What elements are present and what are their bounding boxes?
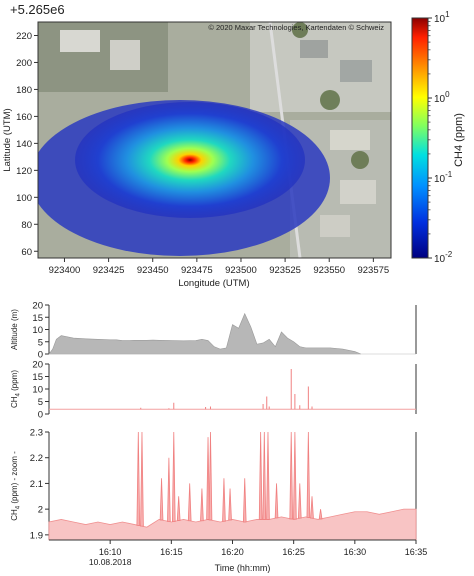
ch4-ylabel: CH4 (ppm) [10,370,22,408]
time-x-tick-label: 16:25 [282,547,305,557]
map-y-tick-label: 220 [16,31,32,42]
ch4-zoom-spike [306,431,311,518]
map-xlabel: Longitude (UTM) [178,278,249,289]
altitude-ylabel: Altitude (m) [10,309,19,350]
ch4-y-tick-label: 10 [32,385,43,396]
ch4-zoom-spike [310,496,314,519]
ch4-zoom-spike [266,431,270,520]
ch4-zoom-ylabel: CH4 (ppm) - zoom - [10,451,22,521]
ch4-zoom-panel: 1.9 2 2.1 2.2 2.3 CH4 (ppm) - zoom - 16:10 16:1… [10,428,427,574]
ch4-zoom-spike [297,483,302,519]
map-y-tick-label: 200 [16,58,32,69]
map-y-tick-label: 180 [16,85,32,96]
map-copyright: © 2020 Maxar Technologies, Kartendaten ©… [208,23,384,32]
colorbar-ticks: 101 100 10-1 10-2 [428,10,453,265]
time-x-tick-label: 16:20 [221,547,244,557]
map-x-tick-label: 923400 [49,265,81,276]
map-y-tick-label: 60 [21,247,32,258]
map-x-tick-label: 923425 [93,265,125,276]
ch4-zoom-y-tick-label: 2.1 [30,479,43,490]
ch4-zoom-spike [228,488,232,521]
colorbar-tick-label: 101 [434,10,450,25]
colorbar-tick-label: 10-1 [434,170,453,185]
colorbar-tick-label: 100 [434,90,450,105]
altitude-y-tick-label: 5 [38,337,43,348]
ch4-y-tick-label: 0 [38,410,43,421]
map-x-tick-label: 923500 [225,265,257,276]
time-x-tick-label: 16:30 [344,547,367,557]
ch4-zoom-spike [222,478,226,522]
altitude-y-tick-label: 20 [32,301,43,312]
map-x-tick-label: 923525 [269,265,301,276]
ch4-y-tick-label: 5 [38,397,43,408]
time-date-label: 10.08.2018 [89,557,132,567]
time-xlabel: Time (hh:mm) [215,563,271,573]
ch4-zoom-spike [262,431,267,520]
map-ylabel: Latitude (UTM) [2,108,13,171]
ch4-zoom-spike [293,431,297,520]
ch4-y-tick-label: 15 [32,372,43,383]
ch4-zoom-spike [200,488,204,522]
ch4-zoom-y-tick-label: 2.2 [30,453,43,464]
colorbar-label: CH4 (ppm) [453,113,465,167]
ch4-zoom-y-tick-label: 1.9 [30,530,43,541]
altitude-area [48,312,362,355]
time-x-tick-label: 16:35 [405,547,428,557]
satellite-background [38,22,391,258]
colorbar-tick-label: 10-2 [434,250,453,265]
colorbar [411,17,429,259]
ch4-zoom-spike [206,437,210,520]
ch4-zoom-spike [187,483,192,522]
ch4-zoom-spike [171,431,176,522]
ch4-zoom-spike [242,478,247,523]
map-y-tick-label: 80 [21,220,32,231]
ch4-zoom-y-tick-label: 2.3 [30,428,43,439]
time-x-tick-label: 16:10 [99,547,122,557]
ch4-zoom-spike [140,431,144,527]
ch4-zoom-spike [136,431,141,526]
ch4-zoom-spike [167,457,171,522]
ch4-zoom-spike [289,431,294,520]
map-x-axis: 923400 923425 923450 923475 923500 923525 9235… [49,258,389,276]
altitude-y-tick-label: 15 [32,313,43,324]
ch4-zoom-area [48,508,417,541]
ch4-zoom-spike [159,478,164,521]
map-y-tick-label: 100 [16,193,32,204]
time-x-tick-label: 16:15 [160,547,183,557]
map-y-tick-label: 140 [16,139,32,150]
ch4-zoom-spike [208,431,213,521]
map-y-tick-label: 120 [16,166,32,177]
map-offset-label: +5.265e6 [10,2,65,17]
ch4-zoom-spike [274,483,279,519]
altitude-y-tick-label: 0 [38,350,43,361]
altitude-y-tick-label: 10 [32,325,43,336]
map-frame [37,21,392,259]
map-x-tick-label: 923550 [313,265,345,276]
ch4-y-tick-label: 20 [32,360,43,371]
ch4-zoom-spike [258,431,263,520]
map-x-tick-label: 923575 [357,265,389,276]
map-y-tick-label: 160 [16,112,32,123]
map-x-tick-label: 923475 [181,265,213,276]
ch4-zoom-y-tick-label: 2 [38,505,43,516]
ch4-zoom-spike [318,509,323,520]
map-y-axis: 60 80 100 120 140 160 180 200 220 [16,31,38,258]
ch4-zoom-spike [176,496,181,521]
map-x-tick-label: 923450 [137,265,169,276]
